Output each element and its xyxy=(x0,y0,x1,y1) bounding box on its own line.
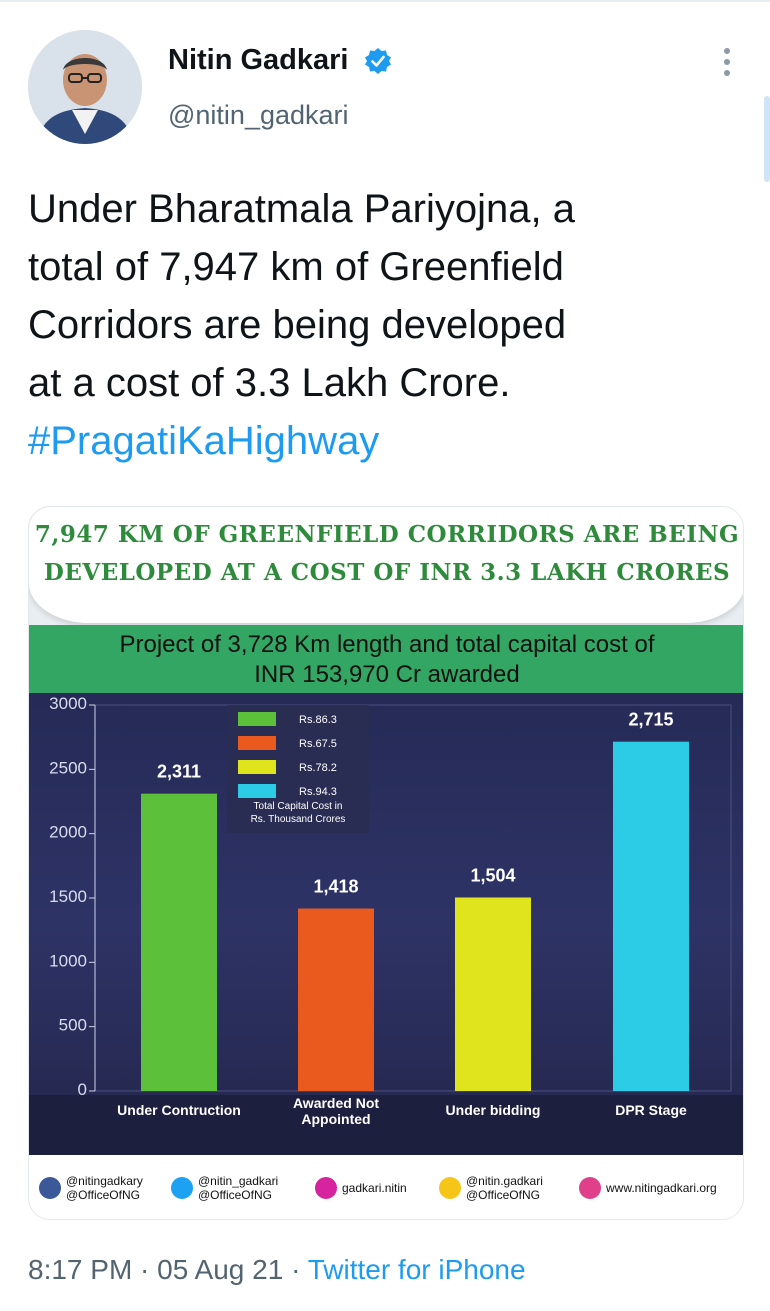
data-label: 1,418 xyxy=(313,877,358,897)
y-tick-label: 500 xyxy=(59,1016,87,1035)
author-handle[interactable]: @nitin_gadkari xyxy=(168,100,349,130)
category-label: Under bidding xyxy=(446,1102,541,1118)
twitter-icon xyxy=(171,1177,193,1199)
tweet-meta: 8:17 PM · 05 Aug 21 · Twitter for iPhone xyxy=(28,1254,526,1286)
data-label: 2,715 xyxy=(628,710,673,730)
author-name[interactable]: Nitin Gadkari xyxy=(168,44,349,76)
tweet-line: Corridors are being developed xyxy=(28,303,567,347)
category-label: Under Contruction xyxy=(117,1102,241,1118)
legend-swatch xyxy=(238,736,276,750)
social-handle[interactable]: gadkari.nitin xyxy=(315,1167,407,1209)
web-icon xyxy=(579,1177,601,1199)
subheadline-text: Project of 3,728 Km length and total cap… xyxy=(119,631,655,658)
bar xyxy=(298,908,374,1091)
scroll-indicator[interactable] xyxy=(764,96,770,182)
legend-label: Rs.86.3 xyxy=(299,714,337,726)
legend-swatch xyxy=(238,784,276,798)
subheadline-text: INR 153,970 Cr awarded xyxy=(254,661,520,688)
tweet-line: Under Bharatmala Pariyojna, a xyxy=(28,187,575,231)
social-handle[interactable]: @nitingadkary @OfficeOfNG xyxy=(39,1167,143,1209)
category-band xyxy=(29,1095,743,1155)
social-handle-text: @nitin_gadkari @OfficeOfNG xyxy=(198,1174,278,1202)
hashtag-link[interactable]: #PragatiKaHighway xyxy=(28,419,380,463)
subheadline-band: Project of 3,728 Km length and total cap… xyxy=(29,625,743,693)
social-handle-line: @OfficeOfNG xyxy=(198,1188,272,1202)
facebook-icon xyxy=(39,1177,61,1199)
social-handle-line: @nitin_gadkari xyxy=(198,1174,279,1188)
tweet-date[interactable]: 05 Aug 21 xyxy=(157,1254,284,1285)
legend-label: Rs.67.5 xyxy=(299,738,337,750)
legend-swatch xyxy=(238,760,276,774)
legend-label: Rs.78.2 xyxy=(299,762,337,774)
y-tick-label: 1000 xyxy=(49,951,87,970)
social-handle-text: www.nitingadkari.org xyxy=(606,1181,717,1195)
instagram-icon xyxy=(315,1177,337,1199)
social-handle-line: www.nitingadkari.org xyxy=(606,1181,717,1195)
data-label: 1,504 xyxy=(470,865,515,885)
social-handle-line: @nitin.gadkari xyxy=(466,1174,543,1188)
legend-swatch xyxy=(238,712,276,726)
legend-caption: Total Capital Cost in xyxy=(254,801,343,812)
y-tick-label: 0 xyxy=(78,1080,87,1099)
social-handle-line: @OfficeOfNG xyxy=(66,1188,140,1202)
infographic-headline: 7,947 KM OF GREENFIELD CORRIDORS ARE BEI… xyxy=(34,521,740,548)
bar xyxy=(455,897,531,1091)
social-handle-text: @nitingadkary @OfficeOfNG xyxy=(66,1174,143,1202)
legend-caption: Rs. Thousand Crores xyxy=(251,814,346,825)
more-options-icon[interactable] xyxy=(718,48,736,82)
category-label: Awarded Not xyxy=(293,1095,379,1111)
legend-label: Rs.94.3 xyxy=(299,786,337,798)
social-handle-line: gadkari.nitin xyxy=(342,1181,407,1195)
y-tick-label: 2000 xyxy=(49,823,87,842)
avatar-photo xyxy=(28,30,142,144)
category-label: Appointed xyxy=(301,1111,370,1127)
social-handle-text: @nitin.gadkari @OfficeOfNG xyxy=(466,1174,543,1202)
infographic-headline: DEVELOPED AT A COST OF INR 3.3 LAKH CROR… xyxy=(43,559,731,586)
tweet-line: total of 7,947 km of Greenfield xyxy=(28,245,564,289)
koo-icon xyxy=(439,1177,461,1199)
social-handle[interactable]: @nitin_gadkari @OfficeOfNG xyxy=(171,1167,278,1209)
top-divider xyxy=(0,0,770,2)
meta-separator: · xyxy=(283,1254,308,1285)
social-handle[interactable]: www.nitingadkari.org xyxy=(579,1167,717,1209)
bar xyxy=(613,741,689,1091)
social-handle-line: @OfficeOfNG xyxy=(466,1188,540,1202)
social-handle[interactable]: @nitin.gadkari @OfficeOfNG xyxy=(439,1167,543,1209)
social-handle-line: @nitingadkary xyxy=(66,1174,143,1188)
social-footer: @nitingadkary @OfficeOfNG @nitin_gadkari @O… xyxy=(29,1155,743,1219)
bar-chart-svg: 3000 2500 2000 1500 1000 500 0 2,311 Under Contr… xyxy=(29,694,743,1155)
category-label: DPR Stage xyxy=(615,1102,687,1118)
y-tick-label: 2500 xyxy=(49,758,87,777)
tweet-text: Under Bharatmala Pariyojna, a total of 7… xyxy=(28,180,748,470)
y-tick-label: 1500 xyxy=(49,887,87,906)
headline-banner xyxy=(29,507,743,623)
media-card[interactable]: 7,947 KM OF GREENFIELD CORRIDORS ARE BEI… xyxy=(28,506,744,1220)
bar-chart: 3000 2500 2000 1500 1000 500 0 2,311 Under Contr… xyxy=(29,693,743,1155)
verified-badge-icon xyxy=(365,48,391,74)
meta-separator: · xyxy=(132,1254,158,1285)
tweet-time[interactable]: 8:17 PM xyxy=(28,1254,133,1285)
avatar[interactable] xyxy=(28,30,142,144)
tweet-source-link[interactable]: Twitter for iPhone xyxy=(307,1254,526,1285)
data-label: 2,311 xyxy=(157,762,201,782)
bar xyxy=(141,793,217,1091)
tweet-line: at a cost of 3.3 Lakh Crore. xyxy=(28,361,511,405)
social-handle-text: gadkari.nitin xyxy=(342,1181,407,1195)
y-tick-label: 3000 xyxy=(49,694,87,713)
